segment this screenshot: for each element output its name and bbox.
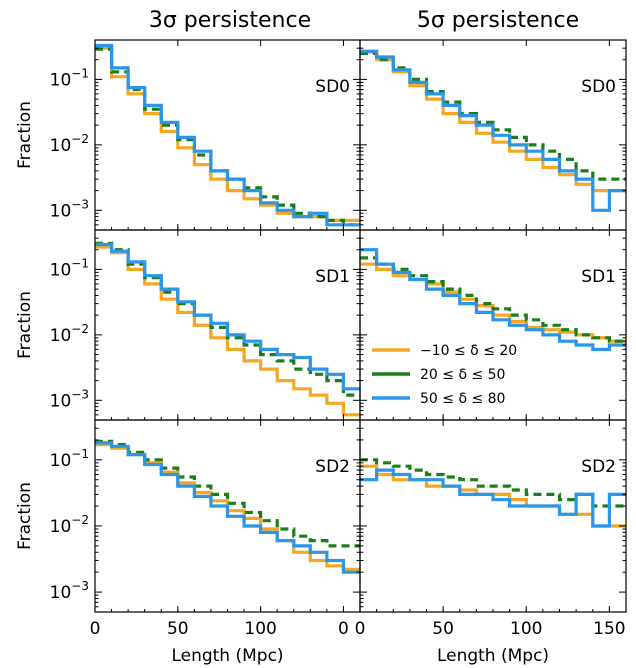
series-line-3 bbox=[95, 441, 360, 574]
legend-label: −10 ≤ δ ≤ 20 bbox=[420, 343, 517, 359]
y-tick-label: 10−3 bbox=[50, 197, 89, 221]
series-line-3 bbox=[95, 43, 360, 227]
series-line-3 bbox=[360, 468, 626, 528]
panel-1-1: 10−3 10−2 10−1 SD0 Fraction bbox=[15, 39, 361, 231]
y-tick-label: 10−3 bbox=[50, 387, 89, 411]
column-title-5sigma: 5σ persistence bbox=[417, 8, 579, 33]
y-tick-label: 10−2 bbox=[50, 513, 89, 537]
x-tick-label: 100 bbox=[510, 619, 542, 639]
x-tick-label: 50 bbox=[432, 619, 454, 639]
series-line-1 bbox=[95, 46, 360, 222]
legend-label: 20 ≤ δ ≤ 50 bbox=[420, 367, 505, 383]
panel-label: SD1 bbox=[315, 267, 350, 287]
series-line-3 bbox=[360, 248, 626, 351]
panel-frame bbox=[94, 39, 361, 231]
panel-label: SD1 bbox=[581, 267, 616, 287]
series-line-2 bbox=[360, 51, 626, 181]
x-axis-label: Length (Mpc) bbox=[437, 646, 549, 666]
x-tick-label: 100 bbox=[244, 619, 276, 639]
y-tick-label: 10−1 bbox=[50, 66, 89, 90]
y-axis-label: Fraction bbox=[15, 482, 35, 550]
column-title-3sigma: 3σ persistence bbox=[149, 8, 311, 33]
x-tick-label: 0 bbox=[355, 619, 366, 639]
panel-1-2: SD0 bbox=[359, 39, 627, 231]
x-axis-label: Length (Mpc) bbox=[171, 646, 283, 666]
series-line-2 bbox=[95, 439, 360, 548]
series-line-3 bbox=[95, 242, 360, 391]
series-line-2 bbox=[95, 47, 360, 227]
x-tick-label: 0 bbox=[90, 619, 101, 639]
panel-3-1: 10−3 10−2 10−1 SD2 Fraction 0 50 100 0 Length (Mp… bbox=[15, 419, 361, 666]
y-tick-label: 10−3 bbox=[50, 579, 89, 603]
panel-label: SD0 bbox=[315, 77, 350, 97]
panel-grid: 10−3 10−2 10−1 SD0 Fraction SD0 10−3 10−2 10−1 SD… bbox=[15, 39, 627, 666]
legend: −10 ≤ δ ≤ 20 20 ≤ δ ≤ 50 50 ≤ δ ≤ 80 bbox=[372, 343, 517, 407]
x-tick-label: 0 bbox=[338, 619, 349, 639]
x-tick-label: 50 bbox=[167, 619, 189, 639]
y-tick-label: 10−2 bbox=[50, 132, 89, 156]
series-line-2 bbox=[360, 256, 626, 343]
panel-label: SD2 bbox=[315, 457, 350, 477]
y-tick-label: 10−1 bbox=[50, 447, 89, 471]
panel-label: SD0 bbox=[581, 77, 616, 97]
series-line-3 bbox=[360, 49, 626, 212]
panel-2-2: SD1 bbox=[359, 229, 627, 421]
panel-label: SD2 bbox=[581, 457, 616, 477]
x-tick-label: 150 bbox=[593, 619, 625, 639]
panel-frame bbox=[359, 419, 627, 613]
legend-label: 50 ≤ δ ≤ 80 bbox=[420, 391, 505, 407]
y-tick-label: 10−1 bbox=[50, 256, 89, 280]
panel-2-1: 10−3 10−2 10−1 SD1 Fraction bbox=[15, 229, 361, 421]
y-axis-label: Fraction bbox=[15, 101, 35, 169]
y-tick-label: 10−2 bbox=[50, 322, 89, 346]
y-axis-label: Fraction bbox=[15, 291, 35, 359]
panel-3-2: SD2 0 50 100 150 Length (Mpc) bbox=[355, 419, 627, 666]
